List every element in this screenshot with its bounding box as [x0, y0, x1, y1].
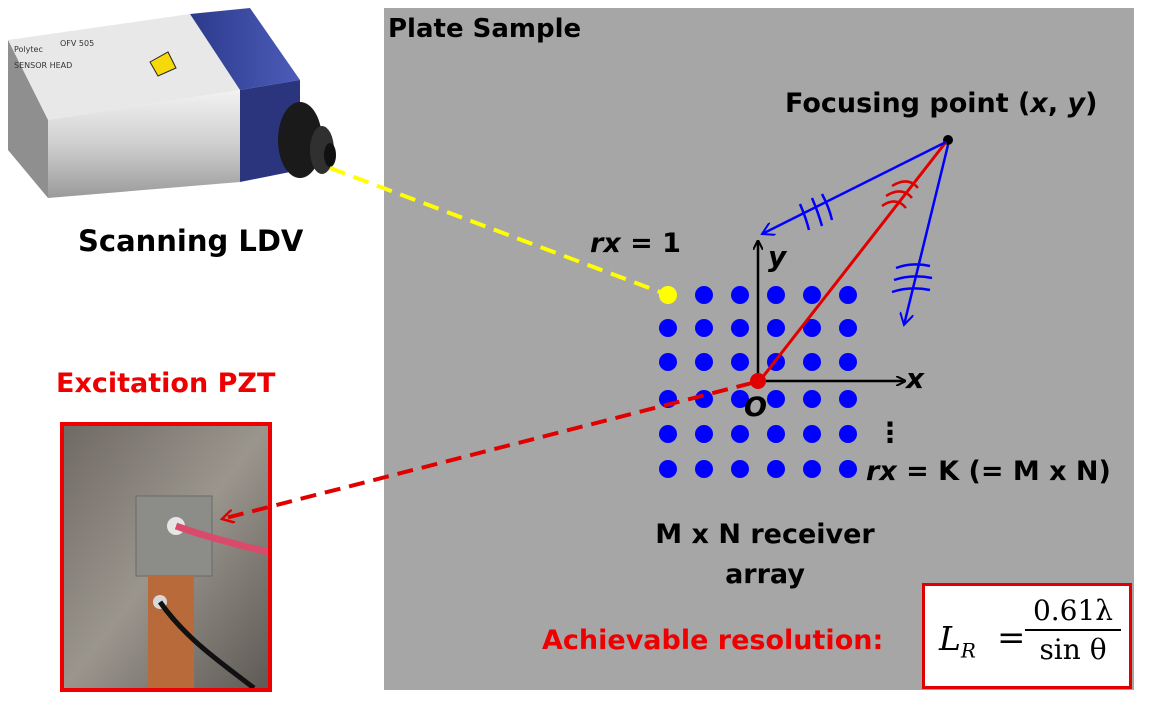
focus-ray-blue-down	[904, 144, 950, 325]
receiver-dot	[839, 390, 857, 408]
receiver-dot	[803, 353, 821, 371]
receiver-dot	[731, 319, 749, 337]
receiver-dot	[659, 353, 677, 371]
receiver-grid	[659, 286, 857, 478]
receiver-dot	[839, 286, 857, 304]
receiver-dot	[767, 460, 785, 478]
receiver-dot	[839, 425, 857, 443]
rx-last-label: rx = K (= M x N)	[866, 456, 1111, 487]
rx-first-label: rx = 1	[590, 228, 681, 259]
receiver-dot	[803, 460, 821, 478]
x-axis-label: x	[906, 362, 925, 395]
receiver-dot	[731, 353, 749, 371]
wave-arcs-red	[881, 180, 919, 209]
array-caption: M x N receiver array	[655, 519, 875, 590]
ldv-head-text: SENSOR HEAD	[14, 61, 72, 70]
resolution-formula-box: LR = 0.61λ sin θ	[922, 583, 1132, 689]
receiver-dot	[839, 353, 857, 371]
receiver-dot	[803, 390, 821, 408]
receiver-dot	[767, 286, 785, 304]
wave-arcs-down	[891, 263, 933, 294]
receiver-dot	[695, 353, 713, 371]
receiver-dot	[659, 425, 677, 443]
receiver-dot	[803, 319, 821, 337]
receiver-dot	[659, 460, 677, 478]
formula-lhs: LR	[939, 619, 976, 663]
receiver-dot	[695, 286, 713, 304]
ldv-model-text: OFV 505	[60, 39, 94, 48]
receiver-dot	[659, 319, 677, 337]
resolution-label: Achievable resolution:	[542, 625, 884, 656]
receiver-dot-first	[659, 286, 677, 304]
origin-label: O	[744, 392, 767, 423]
receiver-dot	[731, 390, 749, 408]
pzt-caption: Excitation PZT	[56, 368, 276, 399]
receiver-dot	[839, 319, 857, 337]
focusing-point-label: Focusing point (x, y)	[785, 88, 1098, 119]
receiver-dot	[731, 460, 749, 478]
wave-arcs-left	[798, 193, 834, 231]
receiver-dot	[767, 319, 785, 337]
y-axis-label: y	[768, 240, 787, 273]
pzt-photo-drawing	[64, 426, 268, 688]
focus-ray-blue-left	[762, 140, 947, 234]
ldv-device-image: Polytec OFV 505 SENSOR HEAD	[8, 8, 336, 198]
receiver-dot	[695, 425, 713, 443]
laser-beam-line	[329, 166, 661, 294]
receiver-dot	[767, 425, 785, 443]
excitation-path-line	[222, 381, 753, 519]
formula-fraction: 0.61λ sin θ	[1025, 594, 1121, 666]
ellipsis-vertical: ⋮	[876, 416, 904, 449]
formula-denominator: sin θ	[1039, 633, 1107, 666]
receiver-dot	[767, 390, 785, 408]
focus-ray-red	[760, 141, 948, 379]
receiver-dot	[731, 425, 749, 443]
receiver-dot	[695, 390, 713, 408]
ldv-brand-text: Polytec	[14, 45, 43, 54]
receiver-dot	[695, 319, 713, 337]
receiver-dot	[731, 286, 749, 304]
ldv-caption: Scanning LDV	[78, 224, 304, 258]
formula-equals: =	[997, 618, 1026, 658]
receiver-dot	[695, 460, 713, 478]
plate-title: Plate Sample	[388, 14, 582, 44]
receiver-dot	[803, 425, 821, 443]
receiver-dot	[803, 286, 821, 304]
pzt-photo	[60, 422, 272, 692]
receiver-dot-last	[839, 460, 857, 478]
formula-numerator: 0.61λ	[1025, 594, 1121, 631]
